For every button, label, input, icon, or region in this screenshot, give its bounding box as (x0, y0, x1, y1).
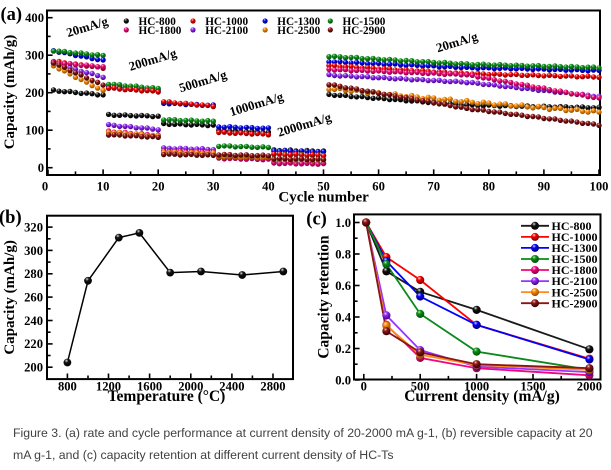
svg-text:100: 100 (590, 179, 609, 193)
svg-text:HC-1300: HC-1300 (552, 241, 598, 255)
svg-text:2000: 2000 (577, 380, 602, 394)
svg-text:2000: 2000 (178, 380, 203, 394)
svg-text:HC-1800: HC-1800 (139, 25, 182, 37)
svg-text:HC-1500: HC-1500 (552, 252, 598, 266)
svg-text:Cycle number: Cycle number (278, 190, 369, 206)
svg-text:Figure 3. (a) rate and cycle p: Figure 3. (a) rate and cycle performance… (13, 426, 593, 440)
svg-text:2000mA/g: 2000mA/g (276, 110, 334, 140)
svg-text:200: 200 (24, 361, 43, 375)
svg-text:Capacity (mAh/g): Capacity (mAh/g) (2, 240, 18, 355)
svg-text:20mA/g: 20mA/g (434, 29, 479, 55)
svg-text:240: 240 (24, 314, 43, 328)
svg-text:800: 800 (58, 380, 77, 394)
svg-text:HC-1800: HC-1800 (552, 263, 598, 277)
svg-text:200: 200 (25, 86, 44, 100)
svg-text:280: 280 (24, 267, 43, 281)
svg-text:HC-2100: HC-2100 (205, 25, 248, 37)
svg-text:0: 0 (38, 161, 44, 175)
svg-text:80: 80 (483, 179, 496, 193)
svg-text:30: 30 (207, 179, 220, 193)
svg-text:50: 50 (317, 179, 330, 193)
svg-text:0.8: 0.8 (335, 247, 351, 261)
svg-text:0: 0 (361, 380, 367, 394)
svg-text:HC-2500: HC-2500 (552, 285, 598, 299)
svg-text:500: 500 (411, 380, 430, 394)
svg-text:1200: 1200 (96, 380, 121, 394)
svg-text:Capacity (mAh/g): Capacity (mAh/g) (2, 35, 18, 150)
svg-text:2800: 2800 (260, 380, 285, 394)
svg-text:1000mA/g: 1000mA/g (228, 89, 286, 119)
svg-text:0.0: 0.0 (335, 373, 351, 387)
svg-text:20: 20 (152, 179, 165, 193)
svg-text:20mA/g: 20mA/g (65, 14, 110, 40)
svg-text:HC-800: HC-800 (139, 16, 177, 28)
svg-text:0.4: 0.4 (335, 310, 351, 324)
svg-text:220: 220 (24, 337, 43, 351)
svg-text:Capacity retention: Capacity retention (316, 235, 333, 359)
svg-text:(a): (a) (1, 5, 23, 25)
svg-text:320: 320 (24, 221, 43, 235)
svg-text:0: 0 (42, 179, 48, 193)
svg-text:70: 70 (427, 179, 440, 193)
svg-text:260: 260 (24, 291, 43, 305)
svg-text:40: 40 (262, 179, 275, 193)
svg-text:500mA/g: 500mA/g (177, 67, 229, 95)
svg-text:HC-1300: HC-1300 (277, 16, 320, 28)
svg-text:mA g-1, and (c) capacity reten: mA g-1, and (c) capacity retention at di… (13, 448, 393, 462)
svg-text:HC-800: HC-800 (552, 219, 592, 233)
svg-text:HC-2900: HC-2900 (343, 25, 386, 37)
svg-text:1600: 1600 (137, 380, 162, 394)
svg-text:300: 300 (25, 49, 44, 63)
svg-text:HC-1500: HC-1500 (343, 16, 386, 28)
svg-text:60: 60 (372, 179, 385, 193)
svg-text:HC-2100: HC-2100 (552, 274, 598, 288)
svg-text:400: 400 (25, 11, 44, 25)
svg-text:0.6: 0.6 (335, 279, 351, 293)
svg-text:Current density (mA/g): Current density (mA/g) (404, 388, 560, 405)
svg-text:0.2: 0.2 (335, 342, 351, 356)
svg-text:1.0: 1.0 (335, 216, 351, 230)
svg-text:HC-1000: HC-1000 (205, 16, 248, 28)
svg-text:1000: 1000 (464, 380, 489, 394)
svg-text:90: 90 (538, 179, 551, 193)
svg-text:200mA/g: 200mA/g (127, 46, 179, 74)
svg-text:10: 10 (97, 179, 110, 193)
svg-text:2400: 2400 (219, 380, 244, 394)
svg-text:(b): (b) (0, 208, 22, 228)
svg-text:HC-2900: HC-2900 (552, 296, 598, 310)
svg-text:HC-1000: HC-1000 (552, 230, 598, 244)
svg-text:100: 100 (25, 124, 44, 138)
svg-text:HC-2500: HC-2500 (277, 25, 320, 37)
svg-text:300: 300 (24, 244, 43, 258)
svg-text:Temperature (°C): Temperature (°C) (108, 388, 226, 405)
svg-text:1500: 1500 (520, 380, 545, 394)
svg-text:(c): (c) (306, 209, 327, 229)
